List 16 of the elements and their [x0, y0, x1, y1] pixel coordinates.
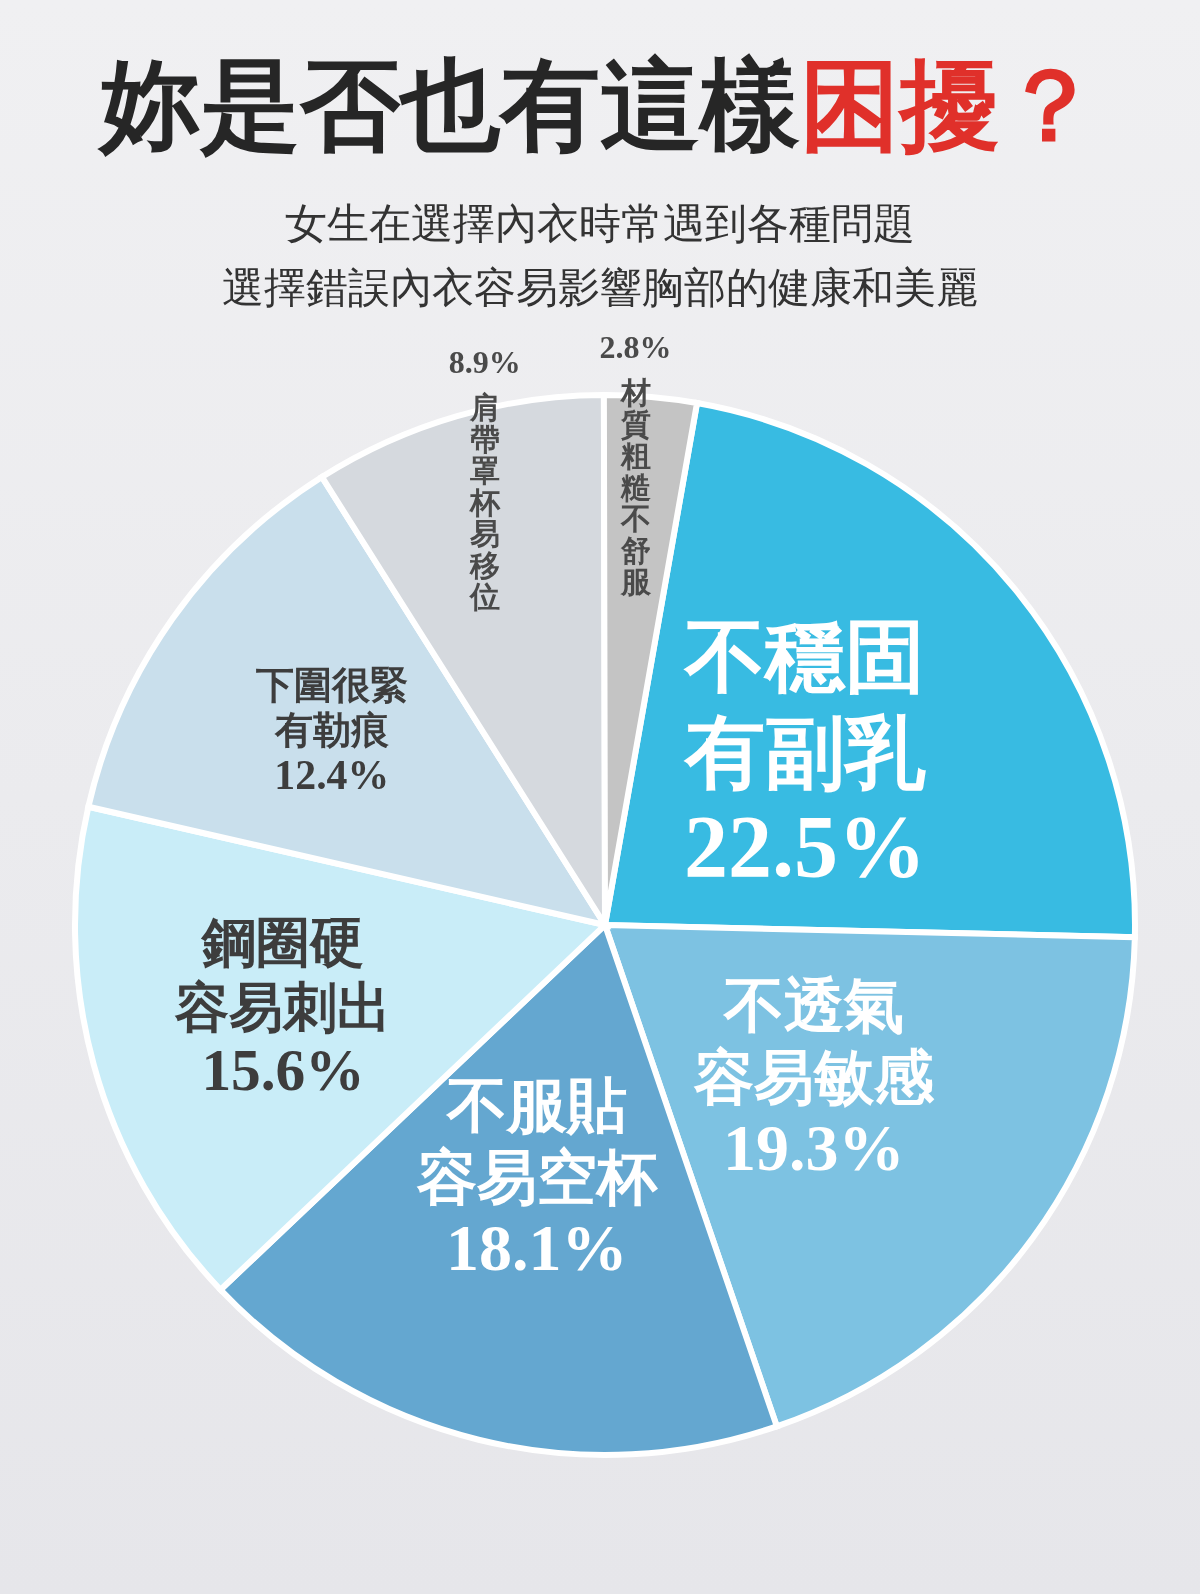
slice-label: 不透氣容易敏感 [692, 972, 935, 1111]
slice-label: 不穩固有副乳 [682, 613, 926, 798]
data-label: 18.1% [446, 1211, 628, 1285]
slice-label: 肩帶罩杯易移位 [468, 391, 501, 614]
data-label: 22.5% [683, 798, 926, 896]
data-label: 2.8% [599, 329, 672, 366]
slice-label: 不服貼容易空杯 [415, 1073, 658, 1212]
slice-label: 材質粗糙不舒服 [618, 376, 652, 599]
data-label: 8.9% [448, 344, 521, 381]
data-label: 15.6% [201, 1037, 365, 1104]
slice-label: 下圍很緊有勒痕 [255, 663, 408, 752]
chart-subtitle: 女生在選擇內衣時常遇到各種問題 [284, 198, 916, 250]
data-label: 12.4% [274, 752, 390, 799]
text: 選擇錯誤內衣容易影響胸部的健康和美麗 [221, 262, 979, 314]
slice-label: 鋼圈硬容易刺出 [174, 912, 392, 1038]
data-label: 19.3% [723, 1110, 905, 1184]
